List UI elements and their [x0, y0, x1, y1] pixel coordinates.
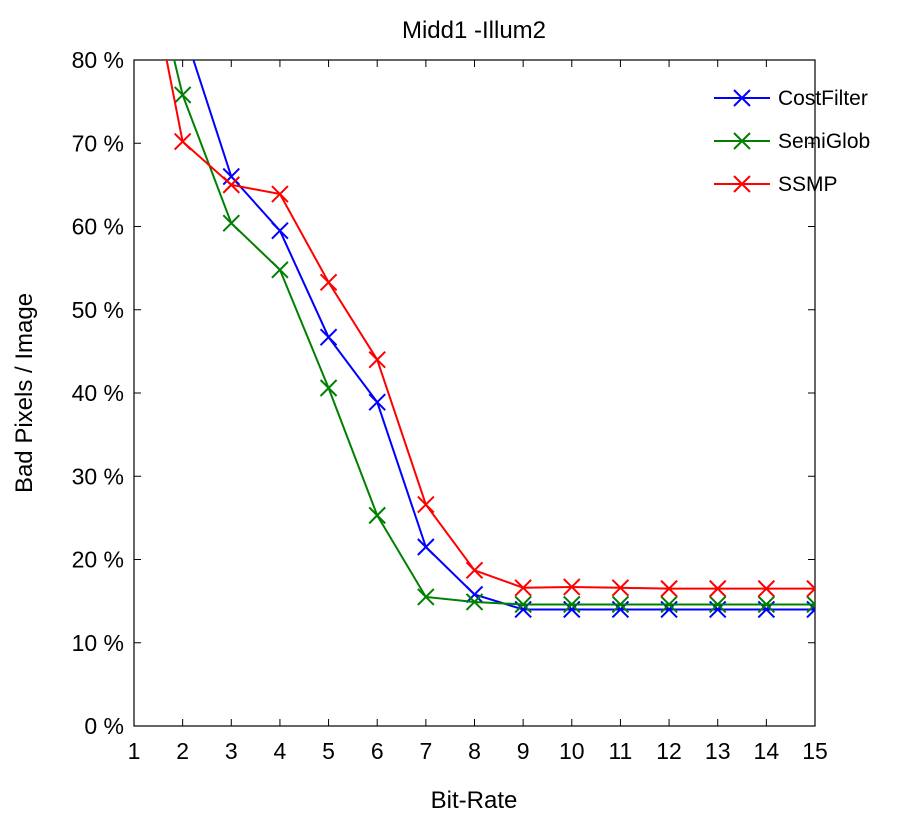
data-point — [417, 495, 435, 514]
x-tick-label: 7 — [419, 738, 432, 764]
x-tick-label: 3 — [225, 738, 238, 764]
x-tick-label: 11 — [608, 738, 632, 764]
series-line — [192, 60, 815, 611]
plot-frame — [133, 59, 816, 727]
data-point — [514, 579, 532, 597]
axis-ticks: 1 2 3 4 5 6 7 8 9 10 11 12 13 14 150 %10 %20 %30 %40 %… — [72, 47, 828, 764]
x-tick-label: 9 — [517, 738, 530, 764]
data-point — [271, 261, 289, 279]
x-tick-label: 4 — [274, 738, 287, 764]
data-point — [173, 86, 192, 104]
data-point — [368, 506, 386, 525]
legend-entry-semiglob: SemiGlob — [714, 130, 870, 153]
data-point — [417, 588, 435, 606]
data-point — [660, 579, 678, 598]
legend-marker — [733, 175, 751, 193]
x-axis-title: Bit-Rate — [431, 787, 518, 814]
data-point — [319, 379, 338, 397]
legend-label: SemiGlob — [778, 130, 870, 153]
series-line — [165, 60, 815, 590]
y-tick-label: 80 % — [72, 47, 124, 73]
y-tick-label: 20 % — [72, 547, 124, 573]
x-tick-label: 14 — [754, 738, 780, 764]
data-point — [465, 585, 484, 604]
y-tick-label: 50 % — [72, 297, 124, 323]
data-point — [709, 595, 727, 614]
series-ssmp — [165, 60, 815, 598]
data-point — [806, 595, 815, 614]
series-costfilter — [175, 19, 815, 619]
legend-marker — [733, 89, 751, 107]
data-point — [222, 214, 240, 232]
data-point — [368, 393, 386, 411]
data-point — [563, 578, 581, 596]
data-point — [611, 579, 630, 597]
data-point — [806, 579, 815, 598]
data-point — [271, 221, 289, 240]
y-tick-label: 60 % — [72, 214, 124, 240]
x-tick-label: 13 — [705, 738, 731, 764]
data-point — [368, 350, 386, 369]
data-point — [319, 273, 338, 291]
y-tick-label: 0 % — [84, 713, 124, 739]
data-point — [757, 595, 776, 614]
series-line — [173, 60, 815, 606]
x-tick-label: 8 — [468, 738, 481, 764]
data-point — [465, 593, 484, 611]
x-tick-label: 15 — [802, 738, 828, 764]
legend-label: SSMP — [778, 173, 838, 196]
y-tick-label: 10 % — [72, 630, 124, 656]
x-tick-label: 5 — [322, 738, 335, 764]
data-point — [514, 595, 532, 614]
data-point — [563, 595, 581, 614]
data-point — [319, 328, 338, 346]
y-tick-label: 70 % — [72, 130, 124, 156]
data-point — [175, 19, 191, 35]
series-semiglob — [173, 60, 815, 614]
data-point — [222, 167, 240, 186]
chart-title: Midd1 -Illum2 — [402, 17, 546, 44]
y-axis-title: Bad Pixels / Image — [11, 293, 38, 493]
data-point — [222, 176, 240, 194]
series-layer — [165, 19, 815, 619]
legend-label: CostFilter — [778, 87, 868, 110]
data-point — [465, 561, 484, 580]
y-tick-label: 40 % — [72, 380, 124, 406]
legend-entry-ssmp: SSMP — [714, 173, 838, 196]
x-tick-label: 1 — [128, 738, 141, 764]
y-tick-label: 30 % — [72, 463, 124, 489]
x-tick-label: 10 — [559, 738, 585, 764]
x-tick-label: 12 — [656, 738, 682, 764]
data-point — [757, 579, 776, 598]
data-point — [173, 132, 192, 151]
x-tick-label: 2 — [176, 738, 189, 764]
data-point — [709, 579, 727, 598]
legend: CostFilter SemiGlob SSMP — [714, 87, 870, 196]
data-point — [417, 538, 435, 556]
legend-entry-costfilter: CostFilter — [714, 87, 868, 110]
data-point — [611, 595, 630, 614]
data-point — [660, 595, 678, 614]
legend-marker — [733, 132, 751, 150]
x-tick-label: 6 — [371, 738, 384, 764]
data-point — [271, 185, 289, 203]
